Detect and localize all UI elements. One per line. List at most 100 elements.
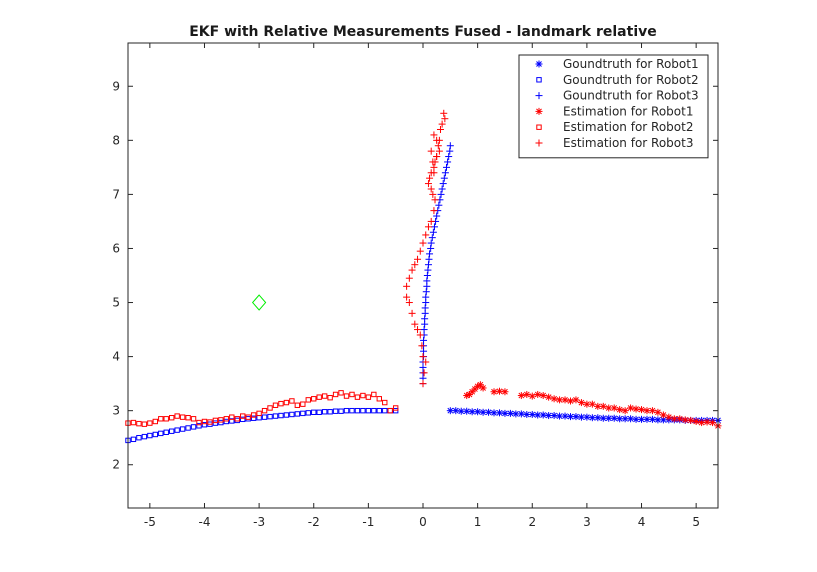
data-point: [610, 414, 618, 422]
x-tick-label: 4: [638, 515, 646, 529]
landmark-point: [251, 294, 267, 311]
data-point: [218, 419, 224, 426]
data-point: [201, 422, 208, 428]
y-tick-label: 2: [112, 458, 120, 472]
data-point: [441, 115, 449, 123]
axis-ticks: -5 -4 -3 -2 -1 0 1 2 3 4 5 2 3 4 5 6 7 8 9: [112, 43, 718, 529]
data-point: [311, 396, 317, 402]
data-point: [440, 174, 448, 182]
data-point: [419, 239, 427, 247]
y-tick-label: 5: [112, 296, 120, 310]
data-point: [550, 395, 558, 403]
data-point: [392, 405, 399, 411]
data-point: [422, 358, 430, 366]
data-point: [223, 416, 230, 422]
data-point: [430, 131, 438, 139]
data-point: [424, 180, 432, 188]
data-point: [283, 399, 290, 406]
data-point: [420, 326, 428, 334]
data-point: [147, 432, 153, 439]
data-point: [130, 436, 137, 443]
data-point: [567, 397, 574, 405]
data-point: [152, 418, 159, 425]
x-tick-label: -3: [253, 515, 265, 529]
legend-entry: Estimation for Robot1: [535, 104, 693, 118]
data-point: [403, 293, 411, 301]
data-point: [632, 405, 640, 413]
data-point: [196, 419, 202, 426]
data-point: [411, 320, 419, 328]
data-point: [416, 247, 424, 255]
data-point: [452, 407, 460, 415]
data-point: [692, 417, 700, 425]
y-tick-label: 8: [112, 133, 120, 147]
data-point: [294, 402, 301, 408]
data-point: [424, 223, 432, 231]
data-point: [267, 413, 273, 420]
data-point: [627, 415, 635, 423]
data-point: [610, 404, 618, 412]
data-point: [201, 418, 208, 425]
data-point: [174, 413, 180, 419]
data-point: [418, 342, 426, 350]
data-point: [283, 412, 290, 418]
data-point: [594, 414, 602, 422]
data-point: [437, 190, 445, 198]
data-point: [212, 420, 219, 426]
data-point: [561, 396, 569, 404]
data-point: [311, 409, 317, 415]
data-point: [528, 392, 536, 400]
data-point: [681, 416, 689, 424]
data-point: [474, 408, 482, 416]
x-tick-label: -1: [362, 515, 374, 529]
data-point: [479, 384, 487, 392]
data-point: [360, 407, 366, 414]
data-point: [599, 402, 607, 410]
data-point: [435, 136, 443, 144]
data-point: [426, 250, 434, 258]
data-point: [420, 369, 428, 377]
data-point: [240, 413, 246, 419]
data-point: [506, 409, 514, 417]
data-point: [365, 407, 372, 414]
data-point: [349, 391, 355, 398]
data-point: [272, 402, 279, 408]
data-point: [405, 299, 413, 307]
y-tick-label: 9: [112, 79, 120, 93]
x-tick-label: 5: [692, 515, 700, 529]
data-point: [338, 390, 344, 396]
data-point: [648, 407, 656, 415]
data-point: [621, 415, 629, 423]
data-point: [289, 398, 295, 404]
data-point: [196, 423, 202, 429]
data-point: [539, 392, 547, 400]
data-point: [405, 274, 413, 282]
data-point: [438, 120, 446, 128]
legend-entry: Estimation for Robot3: [535, 136, 693, 150]
legend-marker: [536, 77, 542, 83]
data-point: [427, 244, 435, 252]
data-point: [534, 390, 542, 398]
x-tick-label: -2: [308, 515, 320, 529]
data-point: [434, 142, 442, 150]
data-point: [136, 420, 142, 427]
data-point: [616, 406, 624, 414]
data-point: [416, 331, 424, 339]
data-point: [545, 393, 553, 401]
data-point: [261, 414, 268, 420]
data-point: [250, 412, 257, 418]
data-point: [423, 272, 431, 279]
data-point: [654, 408, 662, 416]
data-point: [427, 239, 435, 247]
data-point: [185, 425, 191, 431]
data-point: [207, 419, 213, 425]
y-tick-label: 6: [112, 241, 120, 255]
data-point: [588, 400, 596, 408]
data-point: [423, 277, 431, 285]
data-point: [371, 407, 377, 414]
data-point: [528, 410, 536, 418]
legend-marker: [535, 107, 543, 115]
data-point: [414, 255, 422, 263]
